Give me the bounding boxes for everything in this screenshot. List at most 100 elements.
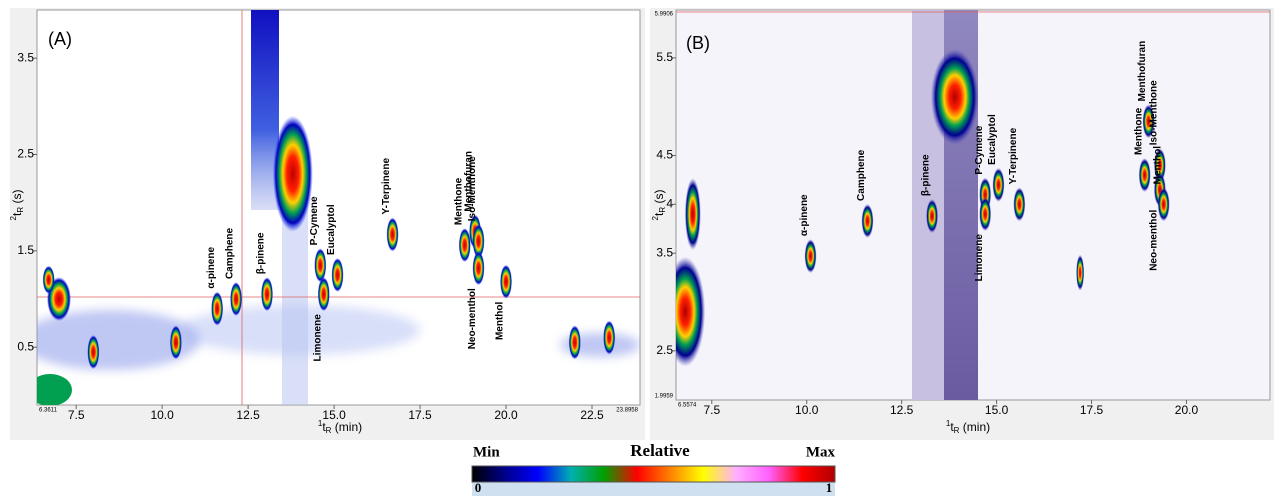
colorbar-title: Relative: [630, 441, 690, 460]
peak: [317, 277, 330, 312]
peak-label: Menthofuran: [464, 151, 475, 212]
xlabel-part: t: [950, 420, 954, 434]
peak: [87, 335, 100, 370]
peak: [1142, 104, 1155, 139]
x-tick-label: 6.3611: [39, 408, 58, 414]
xlabel-part: 1: [946, 419, 951, 428]
peak-label: Limonene: [974, 234, 985, 282]
peak-label: Eucalyptol: [326, 204, 337, 255]
x-tick-label: 23.8958: [616, 408, 638, 414]
ylabel-part: 2: [9, 215, 18, 220]
peak: [230, 282, 243, 317]
peak-label: Menthone: [1133, 107, 1144, 155]
ylabel-part: R: [16, 207, 25, 213]
x-axis-label: 1tR (min): [946, 419, 990, 435]
xlabel-part: (min): [959, 420, 990, 434]
y-tick-label: 1.5: [17, 243, 34, 257]
peak: [1138, 158, 1151, 193]
colorbar-tick-label: 1: [826, 480, 833, 495]
peak-label: Camphene: [856, 149, 867, 201]
panel-label: (A): [48, 29, 72, 49]
peak: [676, 256, 706, 367]
peak: [261, 277, 274, 312]
peak-label: α-pinene: [799, 194, 810, 236]
peak: [804, 239, 817, 274]
peak: [1013, 187, 1026, 222]
x-tick-label: 20.0: [1175, 403, 1199, 417]
colorbar-strip: [472, 482, 835, 496]
x-tick-label: 10.0: [795, 403, 819, 417]
peak: [331, 257, 344, 292]
peak-label: Iso-Menthone: [467, 156, 478, 221]
ylabel-part: (s): [10, 190, 24, 207]
y-tick-label: 3.5: [17, 50, 34, 64]
xlabel-part: R: [326, 426, 332, 435]
peak-label: Y-Terpinene: [381, 158, 392, 215]
peak: [386, 217, 399, 252]
x-axis-label: 1tR (min): [318, 419, 362, 435]
y-axis-label: 2tR (s): [9, 190, 25, 221]
ylabel-part: (s): [652, 190, 666, 207]
peak: [314, 248, 327, 283]
xlabel-part: 1: [318, 419, 323, 428]
peaks: [42, 115, 616, 370]
ylabel-part: t: [652, 212, 666, 216]
x-tick-label: 20.0: [494, 408, 518, 422]
peak: [568, 325, 581, 360]
y-tick-label: 5.9906: [655, 12, 674, 18]
peak: [603, 320, 616, 355]
peak: [472, 251, 485, 286]
peak-label: Iso-Menthone: [1149, 80, 1160, 145]
peak-label: Camphene: [225, 227, 236, 279]
y-tick-label: 1.9959: [655, 394, 674, 400]
peak-label: α-pinene: [206, 247, 217, 289]
x-tick-label: 7.5: [68, 408, 85, 422]
ylabel-part: R: [658, 207, 667, 213]
ylabel-part: t: [10, 212, 24, 216]
x-tick-label: 15.0: [322, 408, 346, 422]
peak: [861, 203, 874, 238]
peak-label: Eucalyptol: [987, 114, 998, 165]
panel-label: (B): [686, 33, 710, 53]
peak: [472, 224, 485, 259]
xlabel-part: t: [322, 420, 326, 434]
colorbar-max-label: Max: [806, 444, 836, 460]
x-tick-label: 10.0: [150, 408, 174, 422]
y-tick-label: 2.5: [656, 343, 673, 357]
y-axis-label: 2tR (s): [651, 190, 667, 221]
peak: [1076, 254, 1085, 291]
peak-label: Menthol: [495, 301, 506, 340]
x-tick-label: 22.5: [580, 408, 604, 422]
peak: [930, 48, 979, 145]
xlabel-part: (min): [331, 420, 362, 434]
y-tick-label: 4.5: [656, 148, 673, 162]
peak-label: Y-Terpinene: [1008, 127, 1019, 184]
peak: [1157, 187, 1170, 222]
peak-label: Neo-menthol: [467, 288, 478, 349]
y-tick-label: 3.5: [656, 245, 673, 259]
peak-label: Neo-menthol: [1149, 209, 1160, 270]
xlabel-part: R: [954, 426, 960, 435]
peak: [272, 115, 313, 232]
peak: [169, 325, 182, 360]
x-tick-label: 17.5: [1080, 403, 1104, 417]
peak: [684, 178, 701, 251]
peak: [979, 197, 992, 232]
colorbar: [471, 465, 836, 483]
y-tick-label: 4: [666, 197, 673, 211]
peak: [42, 265, 55, 294]
x-tick-label: 7.5: [703, 403, 720, 417]
peak: [500, 264, 513, 299]
colorbar-tick-label: 0: [475, 480, 482, 495]
y-tick-label: 2.5: [17, 147, 34, 161]
peak: [211, 291, 224, 326]
x-tick-label: 6.5574: [678, 403, 697, 409]
peak: [458, 228, 471, 263]
peaks: [676, 48, 1170, 367]
colorbar-min-label: Min: [473, 444, 500, 460]
peak-label: β-pinene: [256, 232, 267, 274]
x-tick-label: 17.5: [408, 408, 432, 422]
peak-label: Menthol: [1152, 146, 1163, 185]
